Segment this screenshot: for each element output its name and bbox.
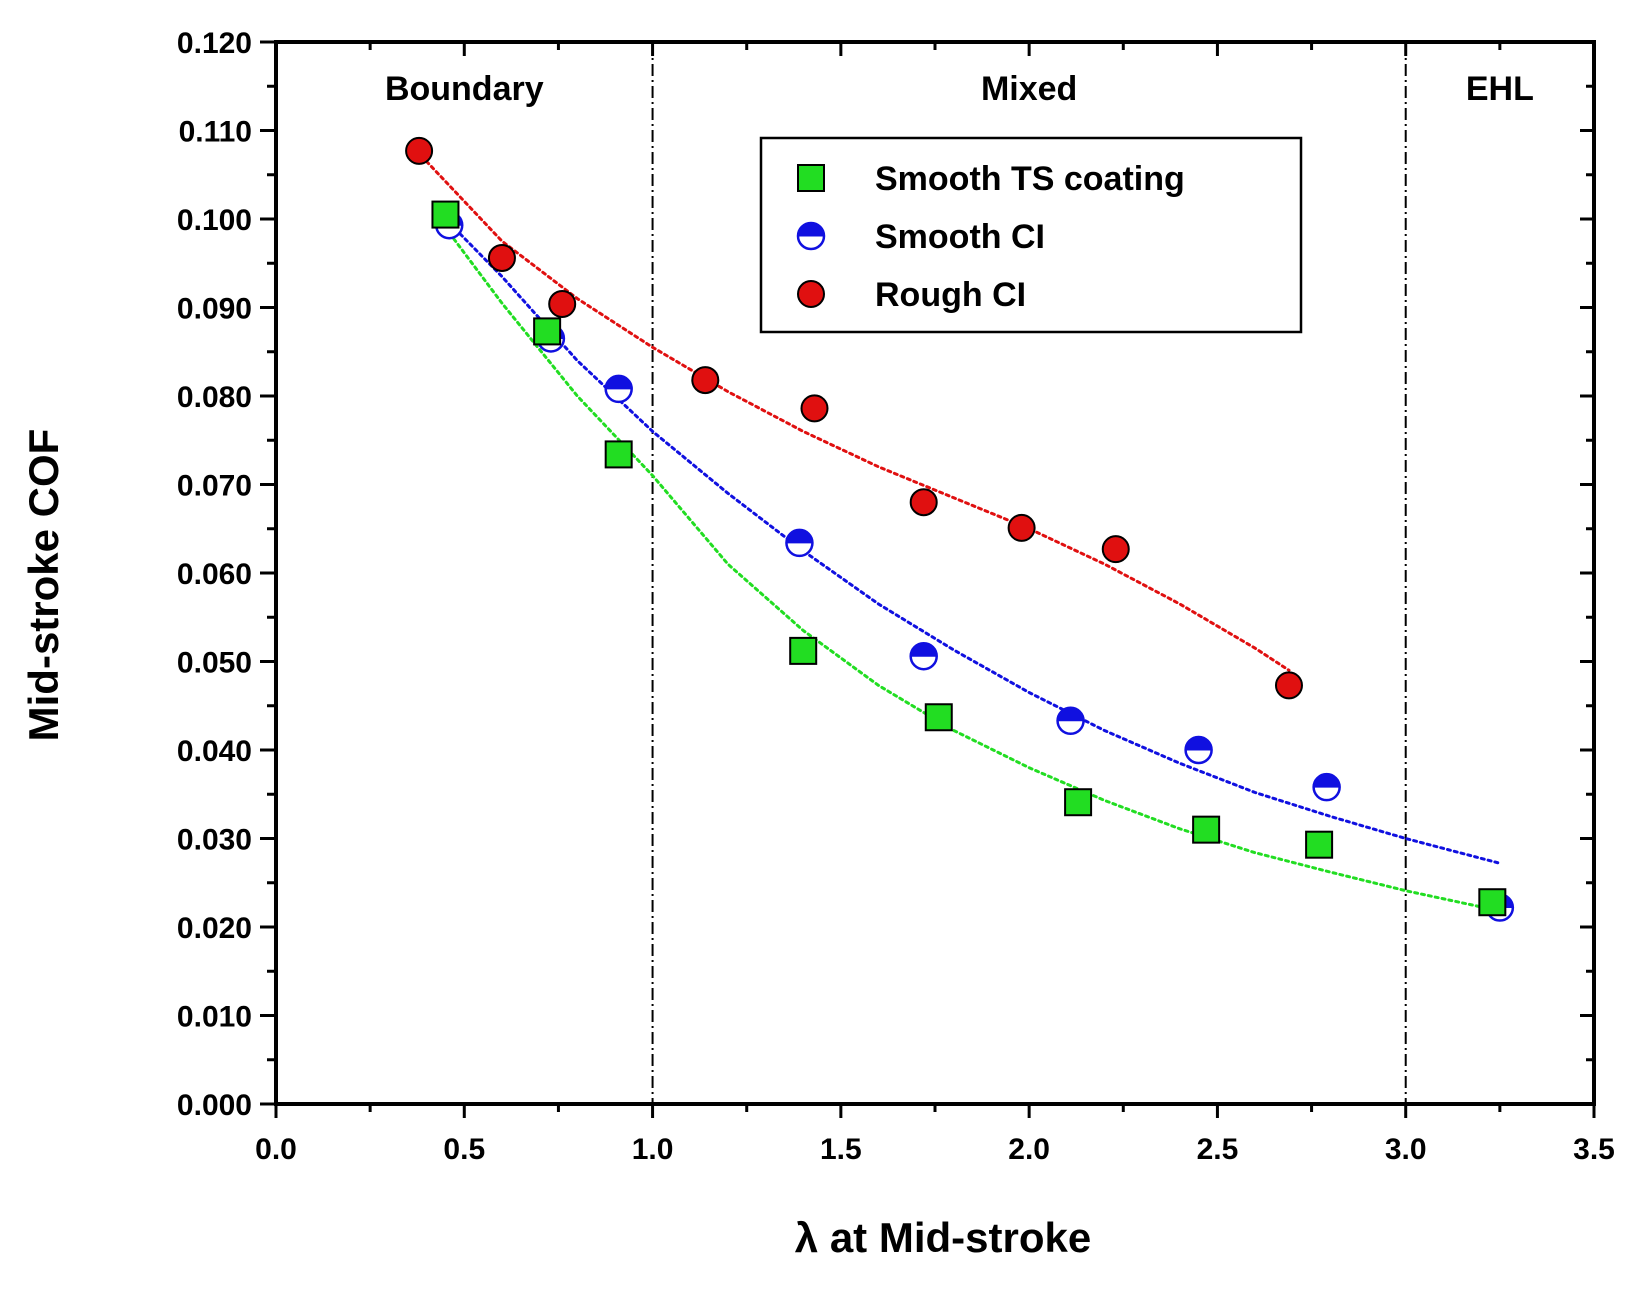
legend-label: Smooth CI [875, 218, 1045, 256]
trend-line-smooth-ci [444, 217, 1502, 865]
data-point-rough-ci [909, 488, 938, 517]
y-tick-label: 0.000 [177, 1089, 252, 1122]
data-point-smooth-ts-coating [924, 703, 953, 732]
y-tick-label: 0.020 [177, 912, 252, 945]
data-point-smooth-ts-coating [1305, 830, 1334, 859]
region-label-mixed: Mixed [981, 70, 1077, 108]
data-point-smooth-ci [1312, 772, 1341, 802]
data-point-smooth-ts-coating [1192, 815, 1221, 844]
data-point-rough-ci [1101, 535, 1130, 564]
legend: Smooth TS coating Smooth CI Rough CI [759, 136, 1303, 334]
data-point-smooth-ci [1184, 735, 1213, 765]
data-point-rough-ci [548, 289, 577, 318]
y-tick-label: 0.070 [177, 470, 252, 503]
legend-label: Rough CI [875, 276, 1026, 314]
data-point-smooth-ci [604, 374, 633, 404]
data-point-smooth-ci-fill [910, 642, 938, 657]
data-point-smooth-ts-coating [1064, 788, 1093, 817]
trend-line-smooth-ts-coating [444, 226, 1494, 911]
data-point-smooth-ts-coating [1478, 888, 1507, 917]
x-tick-label: 2.5 [1197, 1133, 1239, 1166]
data-point-rough-ci [800, 394, 829, 423]
x-tick-label: 1.0 [632, 1133, 674, 1166]
y-tick-label: 0.010 [177, 1001, 252, 1034]
x-axis-title: λ at Mid-stroke [795, 1214, 1091, 1261]
data-point-smooth-ci-fill [1185, 736, 1213, 751]
data-point-smooth-ci-fill [605, 375, 633, 390]
data-point-rough-ci [405, 136, 434, 165]
data-point-smooth-ci-fill [785, 529, 813, 544]
data-point-smooth-ts-coating [533, 317, 562, 346]
y-tick-label: 0.100 [177, 204, 252, 237]
data-point-rough-ci [1007, 513, 1036, 542]
y-axis-title: Mid-stroke COF [20, 429, 67, 742]
data-point-smooth-ci-fill [1313, 773, 1341, 788]
y-tick-label: 0.120 [177, 27, 252, 60]
y-tick-label: 0.090 [177, 293, 252, 326]
legend-box [759, 136, 1303, 334]
data-point-smooth-ci [909, 641, 938, 671]
data-point-smooth-ts-coating [604, 440, 633, 469]
data-point-smooth-ci-fill [1057, 707, 1085, 722]
legend-marker-smooth-ci [796, 221, 826, 251]
legend-marker-smooth-ts-coating [797, 164, 825, 192]
data-point-smooth-ci [1056, 706, 1085, 736]
region-label-ehl: EHL [1466, 70, 1534, 108]
data-point-rough-ci [1274, 671, 1303, 700]
x-tick-label: 3.5 [1573, 1133, 1615, 1166]
y-tick-label: 0.030 [177, 824, 252, 857]
y-tick-label: 0.050 [177, 647, 252, 680]
x-tick-label: 3.0 [1385, 1133, 1427, 1166]
data-point-smooth-ts-coating [789, 636, 818, 665]
legend-marker-smooth-ci-fill [797, 222, 825, 237]
region-label-boundary: Boundary [385, 70, 544, 108]
x-tick-label: 1.5 [820, 1133, 862, 1166]
data-point-smooth-ci [785, 528, 814, 558]
legend-label: Smooth TS coating [875, 160, 1185, 198]
x-tick-label: 0.5 [443, 1133, 485, 1166]
data-point-smooth-ts-coating [431, 200, 460, 229]
x-tick-label: 2.0 [1008, 1133, 1050, 1166]
data-point-rough-ci [691, 366, 720, 395]
y-tick-label: 0.110 [179, 116, 252, 149]
data-point-rough-ci [487, 243, 516, 272]
legend-marker-rough-ci [797, 280, 825, 308]
y-tick-label: 0.080 [177, 381, 252, 414]
trend-line-rough-ci [425, 160, 1291, 672]
x-tick-label: 0.0 [255, 1133, 297, 1166]
y-tick-label: 0.060 [177, 558, 252, 591]
y-tick-label: 0.040 [177, 735, 252, 768]
